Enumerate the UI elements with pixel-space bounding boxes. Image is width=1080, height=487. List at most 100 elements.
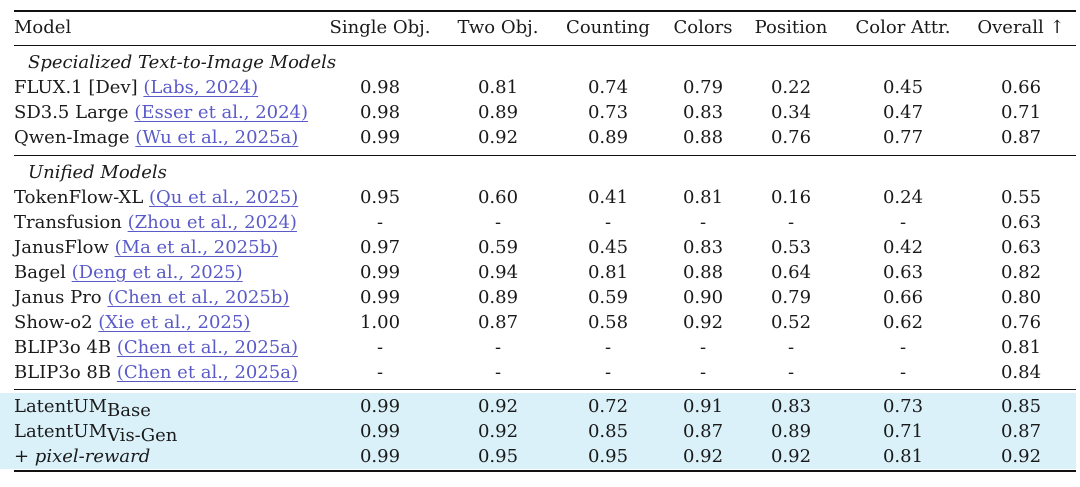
ours-highlight xyxy=(0,393,1076,469)
citation-link[interactable]: (Labs, 2024) xyxy=(143,77,259,98)
table-row: BLIP3o 4B (Chen et al., 2025a) - - - - -… xyxy=(14,335,1076,360)
cell-color-attr: - xyxy=(899,212,907,233)
ours-row: LatentUMVis-Gen 0.99 0.92 0.85 0.87 0.89… xyxy=(14,419,1076,446)
bottom-rule xyxy=(14,470,1076,472)
model-name: Transfusion (Zhou et al., 2024) xyxy=(14,212,297,233)
cell-single-obj: 0.98 xyxy=(359,77,401,98)
model-name: LatentUMVis-Gen xyxy=(14,421,178,446)
cell-position: - xyxy=(787,212,795,233)
cell-two-obj: 0.89 xyxy=(477,287,519,308)
model-name: TokenFlow-XL (Qu et al., 2025) xyxy=(14,187,299,208)
col-header-model: Model xyxy=(14,17,72,38)
citation-link[interactable]: (Qu et al., 2025) xyxy=(149,187,299,208)
citation-link[interactable]: (Wu et al., 2025a) xyxy=(135,127,299,148)
cell-position: 0.89 xyxy=(770,421,812,442)
group-rule xyxy=(14,155,1076,156)
cell-single-obj: 1.00 xyxy=(359,312,401,333)
cell-counting: 0.58 xyxy=(587,312,629,333)
cell-two-obj: 0.81 xyxy=(477,77,519,98)
cell-overall: 0.55 xyxy=(1000,187,1042,208)
cell-single-obj: 0.97 xyxy=(359,237,401,258)
cell-single-obj: 0.99 xyxy=(359,287,401,308)
cell-two-obj: 0.92 xyxy=(477,396,519,417)
cell-two-obj: - xyxy=(494,337,502,358)
ours-rule xyxy=(14,389,1076,390)
cell-color-attr: 0.63 xyxy=(882,262,924,283)
table-row: Transfusion (Zhou et al., 2024) - - - - … xyxy=(14,210,1076,235)
top-rule xyxy=(14,10,1076,12)
cell-position: 0.64 xyxy=(770,262,812,283)
model-name: Janus Pro (Chen et al., 2025b) xyxy=(14,287,290,308)
cell-single-obj: - xyxy=(376,362,384,383)
cell-overall: 0.81 xyxy=(1000,337,1042,358)
cell-colors: 0.87 xyxy=(682,421,724,442)
table-row: Bagel (Deng et al., 2025) 0.99 0.94 0.81… xyxy=(14,260,1076,285)
cell-two-obj: 0.87 xyxy=(477,312,519,333)
cell-colors: 0.91 xyxy=(682,396,724,417)
cell-position: - xyxy=(787,337,795,358)
cell-counting: 0.73 xyxy=(587,102,629,123)
cell-color-attr: 0.42 xyxy=(882,237,924,258)
cell-single-obj: 0.98 xyxy=(359,102,401,123)
col-header-colors: Colors xyxy=(673,17,733,38)
cell-counting: 0.59 xyxy=(587,287,629,308)
cell-colors: - xyxy=(699,362,707,383)
cell-counting: 0.41 xyxy=(587,187,629,208)
header-rule xyxy=(14,45,1076,46)
cell-counting: - xyxy=(604,212,612,233)
table-row: BLIP3o 8B (Chen et al., 2025a) - - - - -… xyxy=(14,360,1076,385)
citation-link[interactable]: (Deng et al., 2025) xyxy=(71,262,243,283)
model-subscript: Vis-Gen xyxy=(107,425,178,446)
model-name: LatentUMBase xyxy=(14,396,151,421)
cell-position: 0.52 xyxy=(770,312,812,333)
group-title-row: Unified Models xyxy=(14,160,1076,185)
citation-link[interactable]: (Xie et al., 2025) xyxy=(98,312,251,333)
cell-two-obj: 0.94 xyxy=(477,262,519,283)
cell-position: 0.16 xyxy=(770,187,812,208)
cell-single-obj: 0.95 xyxy=(359,187,401,208)
cell-position: 0.83 xyxy=(770,396,812,417)
cell-colors: 0.88 xyxy=(682,262,724,283)
cell-counting: - xyxy=(604,337,612,358)
cell-colors: 0.88 xyxy=(682,127,724,148)
citation-link[interactable]: (Zhou et al., 2024) xyxy=(127,212,297,233)
cell-overall: 0.66 xyxy=(1000,77,1042,98)
cell-counting: 0.81 xyxy=(587,262,629,283)
ours-row: LatentUMBase 0.99 0.92 0.72 0.91 0.83 0.… xyxy=(14,394,1076,421)
model-name: SD3.5 Large (Esser et al., 2024) xyxy=(14,102,309,123)
cell-position: 0.34 xyxy=(770,102,812,123)
cell-color-attr: 0.62 xyxy=(882,312,924,333)
cell-position: 0.79 xyxy=(770,287,812,308)
cell-single-obj: 0.99 xyxy=(359,421,401,442)
citation-link[interactable]: (Esser et al., 2024) xyxy=(134,102,309,123)
cell-single-obj: - xyxy=(376,337,384,358)
model-name: JanusFlow (Ma et al., 2025b) xyxy=(14,237,279,258)
model-name: BLIP3o 8B (Chen et al., 2025a) xyxy=(14,362,299,383)
cell-color-attr: 0.77 xyxy=(882,127,924,148)
citation-link[interactable]: (Chen et al., 2025a) xyxy=(116,362,299,383)
cell-position: - xyxy=(787,362,795,383)
table-row: SD3.5 Large (Esser et al., 2024) 0.98 0.… xyxy=(14,100,1076,125)
cell-two-obj: 0.92 xyxy=(477,127,519,148)
model-name: Show-o2 (Xie et al., 2025) xyxy=(14,312,251,333)
table-row: TokenFlow-XL (Qu et al., 2025) 0.95 0.60… xyxy=(14,185,1076,210)
citation-link[interactable]: (Ma et al., 2025b) xyxy=(114,237,279,258)
col-header-overall: Overall ↑ xyxy=(977,17,1065,38)
model-name: Qwen-Image (Wu et al., 2025a) xyxy=(14,127,299,148)
cell-colors: 0.83 xyxy=(682,102,724,123)
cell-overall: 0.63 xyxy=(1000,237,1042,258)
cell-colors: 0.79 xyxy=(682,77,724,98)
cell-counting: - xyxy=(604,362,612,383)
cell-color-attr: 0.24 xyxy=(882,187,924,208)
cell-colors: 0.90 xyxy=(682,287,724,308)
cell-color-attr: - xyxy=(899,362,907,383)
model-name: FLUX.1 [Dev] (Labs, 2024) xyxy=(14,77,259,98)
cell-overall: 0.76 xyxy=(1000,312,1042,333)
citation-link[interactable]: (Chen et al., 2025a) xyxy=(116,337,299,358)
group-title: Unified Models xyxy=(28,162,167,183)
cell-color-attr: 0.47 xyxy=(882,102,924,123)
cell-counting: 0.72 xyxy=(587,396,629,417)
citation-link[interactable]: (Chen et al., 2025b) xyxy=(107,287,290,308)
cell-overall: 0.87 xyxy=(1000,127,1042,148)
cell-position: 0.53 xyxy=(770,237,812,258)
